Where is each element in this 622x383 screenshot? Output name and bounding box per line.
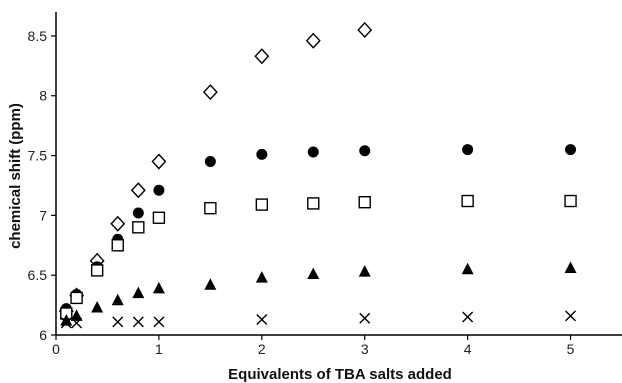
- data-point-diamond: [151, 153, 167, 170]
- data-point-square: [90, 264, 104, 277]
- data-point-square: [564, 194, 577, 208]
- data-point-triangle: [91, 300, 104, 313]
- y-tick-label: 7: [39, 207, 47, 223]
- data-point-triangle: [358, 265, 371, 277]
- data-point-square: [132, 221, 145, 234]
- x-tick-label: 2: [258, 341, 266, 357]
- x-tick-label: 3: [361, 341, 369, 357]
- series-cross: [60, 310, 577, 329]
- data-point-square: [152, 211, 166, 224]
- x-tick-label: 0: [52, 341, 60, 357]
- data-point-circle: [462, 144, 474, 156]
- series-open-diamond: [58, 21, 373, 320]
- data-point-triangle: [152, 281, 165, 294]
- data-point-cross: [256, 313, 268, 325]
- data-point-triangle: [132, 286, 145, 299]
- data-point-triangle: [60, 314, 73, 326]
- data-point-triangle: [564, 261, 577, 274]
- y-tick-label: 8: [39, 88, 47, 104]
- series-filled-triangle: [60, 261, 577, 326]
- data-point-circle: [359, 145, 371, 157]
- y-tick-label: 6.5: [28, 267, 48, 283]
- y-tick-label: 7.5: [28, 148, 48, 164]
- data-point-square: [70, 291, 83, 305]
- data-point-cross: [462, 311, 474, 323]
- data-point-cross: [359, 312, 371, 324]
- data-point-triangle: [70, 309, 83, 321]
- data-point-triangle: [111, 293, 124, 306]
- y-axis-label: chemical shift (ppm): [7, 103, 24, 249]
- y-tick-label: 6: [39, 327, 47, 343]
- x-axis-ticks: 0 1 2 3 4 5: [52, 335, 575, 357]
- x-tick-label: 4: [464, 341, 472, 357]
- data-point-triangle: [204, 278, 217, 290]
- data-point-circle: [204, 156, 216, 168]
- data-point-diamond: [202, 84, 218, 101]
- data-point-cross: [71, 317, 83, 329]
- axes: [55, 12, 622, 336]
- data-point-diamond: [110, 215, 126, 232]
- data-point-triangle: [307, 267, 320, 279]
- data-point-diamond: [254, 48, 270, 65]
- y-axis-ticks: 6 6.5 7 7.5 8 8.5: [28, 28, 56, 343]
- data-point-diamond: [357, 21, 373, 38]
- data-point-circle: [153, 184, 165, 196]
- data-point-square: [204, 201, 217, 215]
- data-point-cross: [60, 317, 72, 329]
- data-point-square: [358, 196, 371, 209]
- data-points: [58, 21, 577, 329]
- data-point-square: [307, 197, 320, 210]
- data-point-triangle: [255, 271, 268, 283]
- data-point-cross: [565, 310, 577, 322]
- data-point-diamond: [130, 182, 146, 199]
- data-point-circle: [307, 146, 319, 158]
- data-point-cross: [132, 316, 144, 328]
- data-point-cross: [112, 316, 124, 328]
- data-point-square: [111, 239, 124, 252]
- x-axis-label: Equivalents of TBA salts added: [228, 366, 452, 383]
- data-point-cross: [153, 316, 165, 328]
- data-point-circle: [565, 144, 577, 156]
- data-point-circle: [256, 148, 268, 160]
- data-point-triangle: [461, 262, 474, 275]
- x-tick-label: 5: [567, 341, 575, 357]
- data-point-circle: [132, 207, 144, 219]
- x-tick-label: 1: [155, 341, 163, 357]
- series-open-square: [60, 194, 577, 320]
- data-point-square: [461, 194, 474, 208]
- y-tick-label: 8.5: [28, 28, 48, 44]
- data-point-square: [255, 198, 269, 211]
- data-point-diamond: [305, 32, 321, 49]
